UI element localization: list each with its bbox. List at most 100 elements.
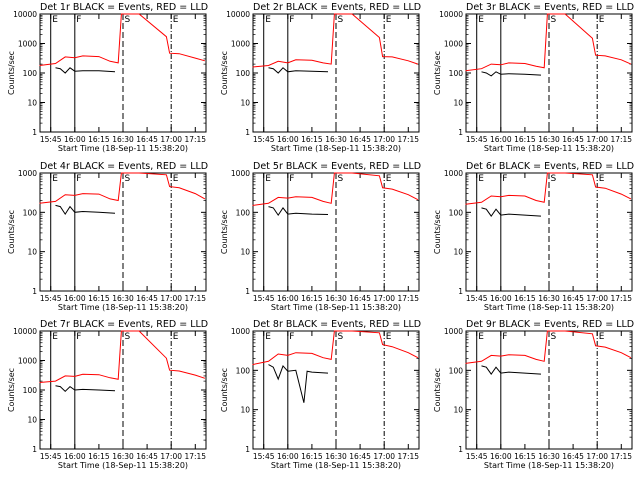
y-axis-label: Counts/sec (433, 368, 442, 412)
event-marker-label: E (265, 332, 271, 342)
x-tick-label: 17:00 (160, 452, 182, 461)
y-axis-label: Counts/sec (220, 368, 229, 412)
event-marker-label: E (478, 332, 484, 342)
y-tick-label: 10 (240, 406, 250, 415)
detector-panel: Det 6r BLACK = Events, RED = LLD 1 10 100 10… (433, 161, 634, 312)
x-tick-label: 15:45 (253, 294, 275, 303)
x-tick-label: 16:30 (325, 135, 347, 144)
event-marker-label: E (599, 15, 605, 25)
x-tick-label: 16:00 (277, 294, 299, 303)
x-tick-label: 16:15 (514, 452, 536, 461)
event-marker-label: E (386, 174, 392, 184)
detector-panel: Det 3r BLACK = Events, RED = LLD 1 10 100 10… (433, 2, 634, 153)
x-tick-label: 16:45 (349, 452, 371, 461)
y-tick-label: 10000 (439, 10, 463, 19)
x-tick-label: 16:30 (325, 452, 347, 461)
event-marker-label: E (599, 174, 605, 184)
y-tick-label: 10 (27, 248, 37, 257)
lld-series-line (252, 330, 419, 366)
x-tick-label: 16:00 (64, 135, 86, 144)
y-tick-label: 100 (23, 208, 38, 217)
y-tick-label: 10 (240, 248, 250, 257)
detector-panel: Det 7r BLACK = Events, RED = LLD 1 10 100 10… (7, 319, 208, 470)
event-marker-label: E (265, 15, 271, 25)
events-series-line (55, 204, 116, 216)
event-marker-label: S (551, 332, 557, 342)
events-series-line (55, 385, 116, 392)
x-tick-label: 15:45 (253, 135, 275, 144)
detector-panel: Det 9r BLACK = Events, RED = LLD 1 10 100 10… (433, 319, 634, 470)
y-axis-label: Counts/sec (7, 210, 16, 254)
events-series-line (268, 206, 329, 216)
y-tick-label: 100 (23, 386, 38, 395)
event-marker-label: E (478, 174, 484, 184)
x-tick-label: 16:15 (301, 452, 323, 461)
y-tick-label: 100 (449, 69, 464, 78)
x-tick-label: 15:45 (40, 294, 62, 303)
y-tick-label: 1000 (444, 169, 463, 178)
event-marker-label: S (338, 174, 344, 184)
event-marker-label: E (478, 15, 484, 25)
y-tick-label: 100 (23, 69, 38, 78)
y-tick-label: 1000 (231, 169, 250, 178)
panel-title: Det 8r BLACK = Events, RED = LLD (253, 319, 421, 330)
lld-series-line (39, 330, 206, 383)
x-axis-label: Start Time (18-Sep-11 15:38:20) (271, 144, 401, 153)
events-series-line (268, 67, 329, 74)
x-tick-label: 15:45 (253, 452, 275, 461)
x-axis-label: Start Time (18-Sep-11 15:38:20) (58, 303, 188, 312)
x-tick-label: 17:15 (397, 294, 419, 303)
x-tick-label: 16:00 (64, 452, 86, 461)
x-tick-label: 16:45 (349, 135, 371, 144)
y-tick-label: 10000 (226, 10, 250, 19)
y-axis-label: Counts/sec (433, 51, 442, 95)
y-tick-label: 10 (453, 406, 463, 415)
y-tick-label: 1 (32, 128, 37, 137)
events-series-line (481, 365, 542, 375)
event-marker-label: S (338, 332, 344, 342)
y-tick-label: 100 (236, 69, 251, 78)
lld-series-line (252, 13, 419, 68)
x-tick-label: 16:45 (136, 135, 158, 144)
x-tick-label: 16:00 (277, 135, 299, 144)
x-tick-label: 17:00 (586, 135, 608, 144)
panel-title: Det 1r BLACK = Events, RED = LLD (40, 2, 208, 13)
x-tick-label: 15:45 (40, 452, 62, 461)
detector-panel: Det 2r BLACK = Events, RED = LLD 1 10 100 10… (220, 2, 421, 153)
x-tick-label: 17:00 (160, 294, 182, 303)
y-tick-label: 100 (449, 208, 464, 217)
event-marker-label: E (265, 174, 271, 184)
event-marker-label: F (289, 332, 294, 342)
panel-title: Det 6r BLACK = Events, RED = LLD (466, 161, 634, 172)
x-tick-label: 16:00 (490, 135, 512, 144)
event-marker-label: E (173, 332, 179, 342)
x-tick-label: 16:45 (562, 452, 584, 461)
x-tick-label: 16:45 (349, 294, 371, 303)
y-tick-label: 1 (32, 287, 37, 296)
x-tick-label: 16:00 (277, 452, 299, 461)
panel-title: Det 4r BLACK = Events, RED = LLD (40, 161, 208, 172)
x-tick-label: 16:15 (88, 135, 110, 144)
panel-title: Det 5r BLACK = Events, RED = LLD (253, 161, 421, 172)
y-tick-label: 10000 (13, 327, 37, 336)
y-tick-label: 10 (453, 248, 463, 257)
y-axis-label: Counts/sec (220, 51, 229, 95)
lld-series-line (465, 172, 632, 205)
panel-title: Det 3r BLACK = Events, RED = LLD (466, 2, 634, 13)
event-marker-label: F (502, 15, 507, 25)
lld-series-line (39, 172, 206, 204)
x-tick-label: 17:15 (184, 135, 206, 144)
x-tick-label: 15:45 (40, 135, 62, 144)
y-tick-label: 100 (449, 366, 464, 375)
x-tick-label: 15:45 (466, 135, 488, 144)
events-series-line (55, 67, 116, 74)
y-tick-label: 1000 (444, 327, 463, 336)
y-axis-label: Counts/sec (433, 210, 442, 254)
panel-title: Det 2r BLACK = Events, RED = LLD (253, 2, 421, 13)
x-tick-label: 16:15 (514, 294, 536, 303)
x-tick-label: 17:15 (610, 452, 632, 461)
y-tick-label: 1000 (18, 357, 37, 366)
event-marker-label: E (386, 15, 392, 25)
x-tick-label: 16:00 (64, 294, 86, 303)
